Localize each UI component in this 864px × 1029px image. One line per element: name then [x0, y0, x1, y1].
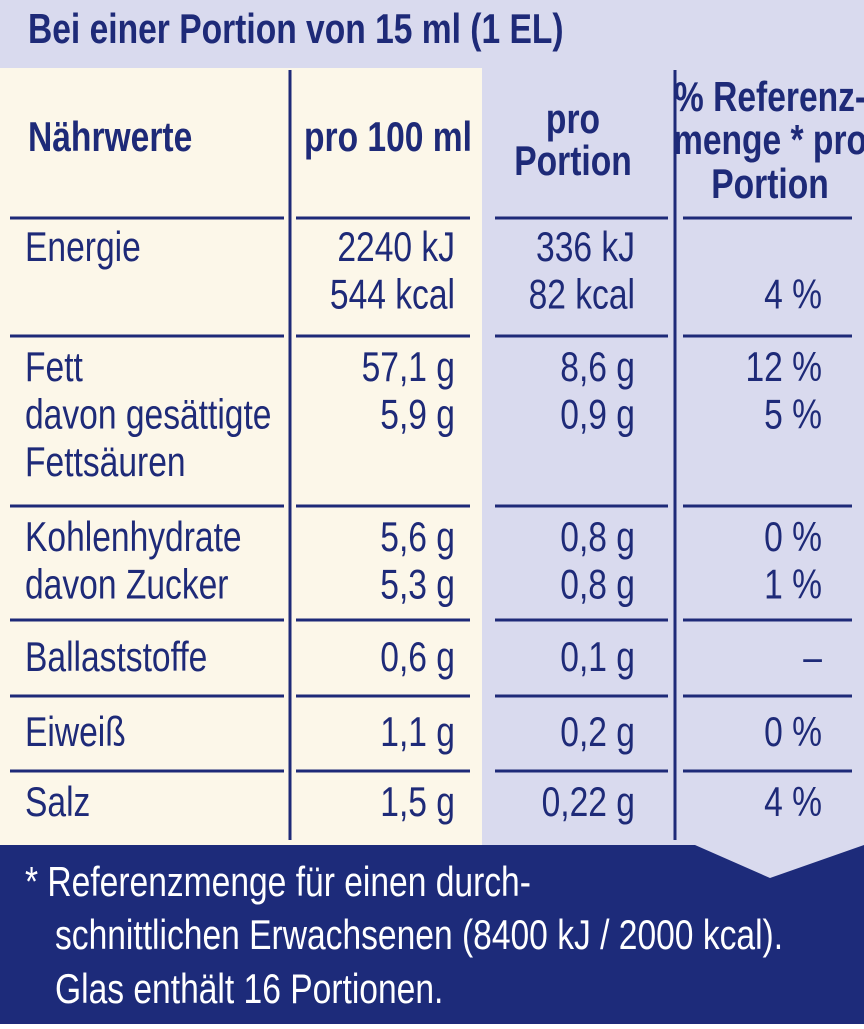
nutrient-value: 5,9 g	[380, 392, 455, 438]
nutrient-name: davon gesättigte	[25, 392, 271, 438]
nutrient-value: 4 %	[764, 780, 822, 826]
column-header: Nährwerte	[28, 115, 192, 161]
nutrient-value: 4 %	[764, 272, 822, 318]
nutrient-value: 2240 kJ	[337, 225, 455, 271]
footnote: Glas enthält 16 Portionen.	[55, 967, 443, 1013]
nutrient-name: Kohlenhydrate	[25, 515, 242, 561]
nutrient-value: 0,8 g	[560, 515, 635, 561]
nutrient-name: Energie	[25, 225, 141, 271]
nutrient-value: 1,1 g	[380, 710, 455, 756]
left-panel	[0, 68, 482, 848]
nutrient-name: Ballaststoffe	[25, 635, 207, 681]
nutrient-value: 5 %	[764, 392, 822, 438]
nutrient-value: 0,8 g	[560, 562, 635, 608]
nutrient-value: 0 %	[764, 515, 822, 561]
column-header: Portion	[711, 162, 829, 208]
nutrient-value: 544 kcal	[330, 272, 455, 318]
nutrient-value: 0,9 g	[560, 392, 635, 438]
nutrient-name: Salz	[25, 780, 90, 826]
column-header: menge * pro	[673, 118, 864, 164]
nutrient-value: 0,2 g	[560, 710, 635, 756]
nutrient-value: 0,1 g	[560, 635, 635, 681]
footer-band	[0, 845, 864, 1024]
nutrient-name: Fett	[25, 345, 83, 391]
nutrient-value: 0,22 g	[542, 780, 635, 826]
nutrient-value: 82 kcal	[529, 272, 635, 318]
nutrient-value: 5,6 g	[380, 515, 455, 561]
column-header: pro 100 ml	[304, 115, 472, 161]
nutrient-value: 1,5 g	[380, 780, 455, 826]
nutrient-value: 8,6 g	[560, 345, 635, 391]
nutrient-value: 12 %	[745, 345, 822, 391]
nutrient-name: davon Zucker	[25, 562, 229, 608]
title: Bei einer Portion von 15 ml (1 EL)	[28, 7, 564, 53]
footnote: * Referenzmenge für einen durch-	[25, 860, 531, 906]
nutrient-name: Fettsäuren	[25, 440, 186, 486]
nutrient-name: Eiweiß	[25, 710, 126, 756]
nutrient-value: 0,6 g	[380, 635, 455, 681]
column-header: Portion	[514, 139, 632, 185]
nutrient-value: 1 %	[764, 562, 822, 608]
nutrient-value: 336 kJ	[536, 225, 635, 271]
nutrient-value: 0 %	[764, 710, 822, 756]
column-header: pro	[546, 97, 600, 143]
nutrient-value: 57,1 g	[362, 345, 455, 391]
nutrient-value: –	[803, 635, 822, 681]
column-header: % Referenz-	[674, 75, 864, 121]
footnote: schnittlichen Erwachsenen (8400 kJ / 200…	[55, 913, 783, 959]
nutrient-value: 5,3 g	[380, 562, 455, 608]
